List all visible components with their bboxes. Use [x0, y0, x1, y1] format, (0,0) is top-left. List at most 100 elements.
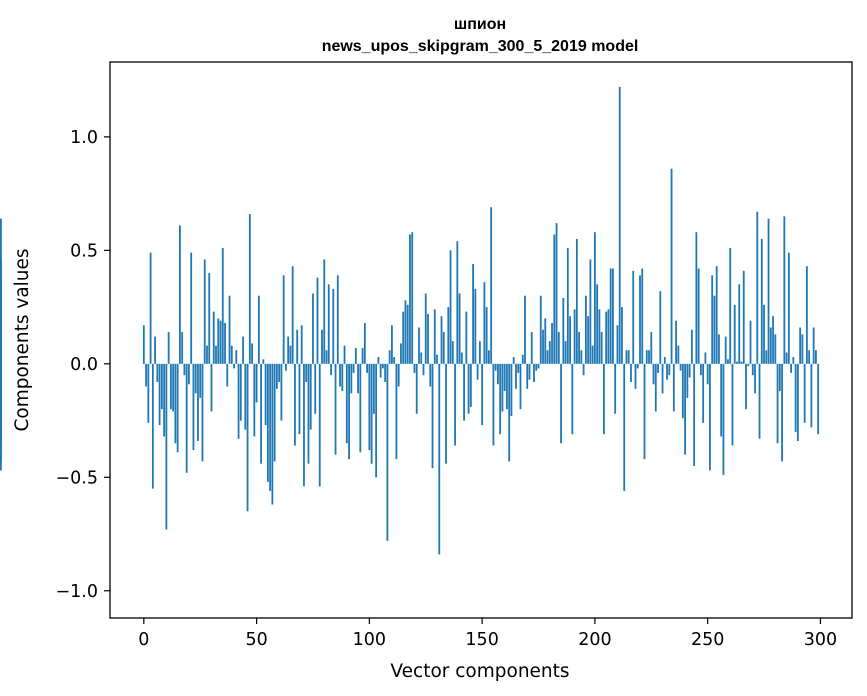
bar [625, 350, 628, 364]
y-tick-label: 1.0 [70, 128, 98, 148]
x-tick-label: 150 [465, 630, 498, 650]
bar [469, 363, 472, 407]
bar [760, 239, 763, 364]
bar [253, 363, 256, 437]
bar [704, 352, 707, 364]
bar [235, 350, 238, 364]
bar [711, 275, 714, 364]
bar [537, 363, 540, 369]
bar [483, 282, 486, 364]
bar [458, 293, 461, 364]
bar [803, 363, 806, 423]
bar [582, 363, 585, 376]
bar [548, 341, 551, 364]
bar [361, 347, 364, 364]
bar [605, 311, 608, 364]
chart-subtitle: news_upos_skipgram_300_5_2019 model [322, 38, 639, 55]
bar [528, 363, 531, 380]
bar [769, 327, 772, 364]
bar [510, 363, 513, 417]
bar [278, 363, 281, 382]
bar [321, 329, 323, 364]
bar [156, 363, 159, 382]
bar [713, 295, 716, 364]
bar [206, 345, 208, 364]
bar [174, 363, 177, 444]
bar [765, 350, 768, 364]
bar [560, 363, 562, 444]
bar [179, 225, 181, 364]
bar [772, 316, 774, 364]
bar [578, 332, 580, 364]
bar [542, 329, 544, 364]
bar [332, 288, 335, 364]
bar [776, 363, 779, 444]
bar [815, 350, 817, 364]
bar [0, 336, 2, 364]
bar [309, 363, 312, 430]
bar [440, 316, 443, 364]
bar [672, 363, 675, 412]
bar [327, 284, 330, 364]
bar [145, 363, 147, 387]
bar [287, 336, 290, 364]
bar [203, 259, 206, 364]
bar [566, 248, 569, 364]
bar [215, 345, 217, 364]
bar [244, 363, 247, 430]
bar [681, 363, 684, 419]
bar [521, 354, 524, 364]
bar [571, 363, 574, 435]
bar [783, 216, 786, 364]
bar [422, 363, 425, 376]
bar [271, 363, 274, 505]
bar [627, 350, 630, 364]
bar [228, 295, 231, 364]
bar [318, 363, 321, 487]
bar [697, 268, 700, 364]
bar [551, 322, 553, 364]
bar [402, 311, 405, 364]
bar [0, 363, 2, 471]
bar [262, 359, 265, 364]
bar [503, 363, 506, 392]
bar [603, 363, 605, 435]
bar [666, 363, 668, 380]
bar [709, 363, 711, 471]
bar [451, 341, 454, 364]
bar [740, 361, 743, 364]
bar [684, 363, 686, 455]
bar [808, 350, 811, 364]
bar [357, 363, 359, 394]
x-tick-label: 50 [245, 630, 267, 650]
bar [490, 207, 493, 364]
bar [639, 275, 641, 364]
bar [147, 363, 150, 423]
bar [736, 361, 738, 364]
bar [381, 363, 384, 369]
bar [526, 363, 529, 389]
y-tick-label: −0.5 [56, 468, 99, 488]
bar [312, 293, 314, 364]
bar [539, 295, 542, 364]
bar [316, 277, 319, 364]
bar [584, 295, 587, 364]
bar [481, 363, 484, 426]
x-axis-label: Vector components [390, 661, 569, 682]
bar [742, 270, 745, 364]
bar [192, 363, 195, 451]
bar [300, 325, 303, 364]
bar [555, 223, 558, 364]
bar [230, 345, 233, 364]
bar [447, 307, 450, 364]
bar [650, 332, 653, 364]
bar [221, 248, 224, 364]
bar [600, 332, 603, 364]
bar [411, 232, 414, 364]
x-tick-label: 100 [353, 630, 386, 650]
bar [363, 322, 366, 364]
bar [663, 357, 666, 364]
bar [722, 363, 725, 476]
y-axis-ticks: −1.0 −0.5 0.0 0.5 1.0 [56, 128, 110, 602]
x-tick-label: 0 [138, 630, 149, 650]
